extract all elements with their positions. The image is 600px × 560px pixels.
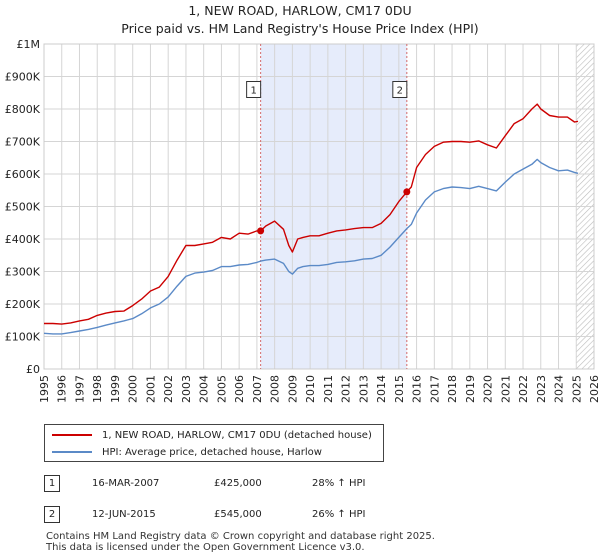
transaction-hpi-change: 26% ↑ HPI (312, 508, 366, 520)
transaction-marker-badge: 2 (44, 505, 60, 523)
transaction-date: 16-MAR-2007 (92, 477, 160, 489)
sale-point (403, 188, 411, 196)
x-tick-label: 2004 (198, 375, 211, 403)
y-tick-label: £0 (26, 363, 40, 376)
chart-title: 1, NEW ROAD, HARLOW, CM17 0DU (188, 3, 412, 18)
y-tick-label: £900K (5, 71, 41, 84)
x-tick-label: 2025 (570, 375, 583, 403)
x-tick-label: 1998 (91, 375, 104, 403)
transaction-marker-badge: 1 (44, 474, 60, 492)
x-tick-label: 2024 (553, 375, 566, 403)
transaction-row: 1 16-MAR-2007 £425,000 28% ↑ HPI (44, 474, 365, 492)
plot-frame (43, 43, 595, 370)
x-tick-label: 1995 (38, 375, 51, 403)
sale-marker-badge (392, 81, 408, 98)
x-tick-label: 2023 (535, 375, 548, 403)
x-tick-label: 1996 (56, 375, 69, 403)
y-tick-label: £400K (5, 233, 41, 246)
legend-label-price-paid: 1, NEW ROAD, HARLOW, CM17 0DU (detached … (102, 429, 372, 441)
x-tick-label: 2018 (446, 375, 459, 403)
x-tick-label: 2020 (482, 375, 495, 403)
y-tick-label: £300K (5, 266, 41, 279)
price-chart: £0 £100K £200K £300K £400K £500K £600K £700K £80… (5, 38, 600, 403)
transaction-price: £425,000 (214, 477, 262, 489)
y-tick-label: £500K (5, 201, 41, 214)
transaction-price: £545,000 (214, 508, 262, 520)
x-tick-label: 2010 (304, 375, 317, 403)
footer: Contains HM Land Registry data © Crown c… (46, 531, 435, 553)
x-tick-label: 2012 (340, 375, 353, 403)
x-tick-label: 2001 (144, 375, 157, 403)
x-tick-label: 2017 (428, 375, 441, 403)
x-tick-label: 1997 (73, 375, 86, 403)
x-tick-label: 2002 (162, 375, 175, 403)
x-tick-label: 2013 (357, 375, 370, 403)
legend-swatch-price-paid (52, 434, 92, 436)
transaction-row: 2 12-JUN-2015 £545,000 26% ↑ HPI (44, 505, 365, 523)
x-tick-label: 2007 (251, 375, 264, 403)
legend-label-hpi: HPI: Average price, detached house, Harl… (102, 446, 322, 458)
x-tick-label: 2021 (499, 375, 512, 403)
legend-item-price-paid: 1, NEW ROAD, HARLOW, CM17 0DU (detached … (45, 427, 372, 443)
x-tick-label: 2014 (375, 375, 388, 403)
x-tick-label: 2005 (215, 375, 228, 403)
x-tick-label: 2008 (269, 375, 282, 403)
x-tick-label: 2016 (411, 375, 424, 403)
x-tick-label: 2015 (393, 375, 406, 403)
x-tick-label: 1999 (109, 375, 122, 403)
transaction-date: 12-JUN-2015 (92, 508, 156, 520)
y-tick-label: £100K (5, 331, 41, 344)
sale-marker-label: 2 (397, 86, 403, 97)
y-tick-label: £700K (5, 136, 41, 149)
x-tick-label: 2000 (127, 375, 140, 403)
legend: 1, NEW ROAD, HARLOW, CM17 0DU (detached … (44, 424, 384, 462)
footer-copyright: Contains HM Land Registry data © Crown c… (46, 531, 435, 542)
y-tick-label: £200K (5, 298, 41, 311)
x-tick-label: 2019 (464, 375, 477, 403)
x-tick-label: 2009 (286, 375, 299, 403)
x-tick-label: 2022 (517, 375, 530, 403)
x-tick-label: 2006 (233, 375, 246, 403)
y-tick-label: £800K (5, 103, 41, 116)
footer-licence: This data is licensed under the Open Gov… (46, 542, 365, 553)
sale-point (257, 227, 265, 235)
sale-marker-label: 1 (250, 86, 256, 97)
y-tick-label: £600K (5, 168, 41, 181)
x-tick-label: 2011 (322, 375, 335, 403)
chart-subtitle: Price paid vs. HM Land Registry's House … (121, 21, 479, 36)
legend-item-hpi: HPI: Average price, detached house, Harl… (45, 444, 322, 460)
x-tick-label: 2003 (180, 375, 193, 403)
y-tick-label: £1M (17, 38, 41, 51)
sale-marker-badge (246, 81, 262, 98)
x-tick-label: 2026 (588, 375, 600, 403)
price-paid-line (44, 103, 579, 325)
hpi-line (43, 158, 579, 335)
transaction-hpi-change: 28% ↑ HPI (312, 477, 366, 489)
legend-swatch-hpi (52, 451, 92, 453)
